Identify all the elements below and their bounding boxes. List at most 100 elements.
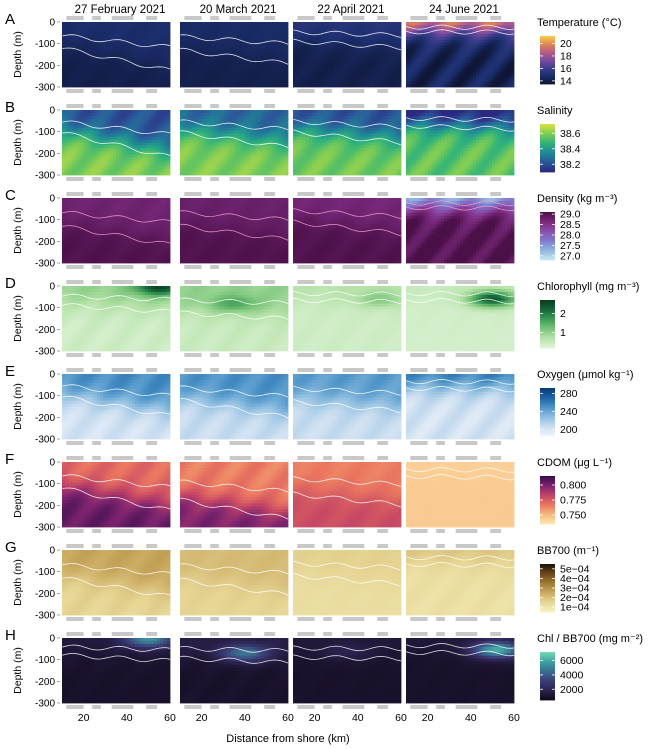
legend-color-step xyxy=(540,72,555,74)
heatmap-cell xyxy=(463,33,467,38)
heatmap-cell xyxy=(501,66,505,70)
heatmap-cell xyxy=(138,39,142,44)
heatmap-cell xyxy=(281,172,286,176)
heatmap-cell xyxy=(299,63,303,67)
heatmap-cell xyxy=(122,166,126,170)
heatmap-cell xyxy=(369,51,373,55)
heatmap-cell xyxy=(154,66,158,70)
heatmap-cell xyxy=(253,151,257,155)
heatmap-cell xyxy=(334,42,338,47)
heatmap-cell xyxy=(275,151,279,155)
heatmap-cell xyxy=(479,60,483,64)
heatmap-cell xyxy=(122,127,126,132)
heatmap-cell xyxy=(321,33,326,38)
heatmap-cell xyxy=(259,151,263,155)
heatmap-cell xyxy=(331,160,335,164)
heatmap-cell xyxy=(135,142,139,146)
heatmap-cell xyxy=(397,24,402,29)
heatmap-cell xyxy=(501,48,505,52)
heatmap-cell xyxy=(256,57,260,61)
heatmap-cell xyxy=(421,48,426,52)
heatmap-cell xyxy=(224,139,229,143)
heatmap-cell xyxy=(315,30,319,35)
heatmap-cell xyxy=(71,78,76,82)
heatmap-cell xyxy=(109,33,114,38)
heatmap-cell xyxy=(434,72,439,76)
heatmap-cell xyxy=(305,124,310,129)
heatmap-cell xyxy=(234,166,238,170)
heatmap-cell xyxy=(275,39,279,44)
heatmap-cell xyxy=(296,163,300,167)
heatmap-cell xyxy=(305,36,310,41)
heatmap-cell xyxy=(359,22,364,26)
heatmap-cell xyxy=(305,30,310,35)
heatmap-cell xyxy=(199,33,203,38)
heatmap-cell xyxy=(343,63,348,67)
heatmap-cell xyxy=(472,45,477,49)
heatmap-cell xyxy=(331,142,335,146)
heatmap-cell xyxy=(347,69,351,73)
heatmap-cell xyxy=(150,60,155,64)
heatmap-cell xyxy=(87,112,91,117)
heatmap-cell xyxy=(315,75,319,79)
heatmap-cell xyxy=(431,72,435,76)
heatmap-cell xyxy=(415,33,420,38)
heatmap-cell xyxy=(334,157,338,161)
heatmap-cell xyxy=(208,142,213,146)
heatmap-cell xyxy=(186,42,190,47)
heatmap-cell xyxy=(112,60,117,64)
heatmap-cell xyxy=(84,39,88,44)
heatmap-cell xyxy=(268,24,273,29)
heatmap-cell xyxy=(62,115,66,120)
heatmap-cell xyxy=(87,22,91,26)
heatmap-cell xyxy=(488,72,493,76)
heatmap-cell xyxy=(87,66,91,70)
heatmap-cell xyxy=(90,27,95,32)
heatmap-cell xyxy=(125,160,130,164)
heatmap-cell xyxy=(90,81,95,85)
heatmap-cell xyxy=(397,27,402,32)
heatmap-cell xyxy=(166,27,171,32)
heatmap-cell xyxy=(437,81,442,85)
heatmap-cell xyxy=(125,139,130,143)
heatmap-cell xyxy=(312,60,316,64)
heatmap-cell xyxy=(327,115,332,120)
heatmap-cell xyxy=(141,42,145,47)
heatmap-cell xyxy=(249,121,254,126)
heatmap-cell xyxy=(195,69,200,73)
heatmap-cell xyxy=(192,166,197,170)
heatmap-cell xyxy=(324,142,329,146)
heatmap-cell xyxy=(166,51,171,55)
heatmap-cell xyxy=(444,78,448,82)
heatmap-cell xyxy=(150,63,155,67)
heatmap-cell xyxy=(284,22,289,26)
heatmap-cell xyxy=(312,121,316,126)
heatmap-cell xyxy=(456,36,461,41)
heatmap-cell xyxy=(412,39,416,44)
section-panel xyxy=(179,104,289,181)
heatmap-cell xyxy=(385,69,389,73)
heatmap-cell xyxy=(246,24,251,29)
heatmap-cell xyxy=(331,130,335,135)
heatmap-cell xyxy=(337,60,342,64)
heatmap-cell xyxy=(214,72,219,76)
heatmap-cell xyxy=(256,163,260,167)
heatmap-cell xyxy=(275,130,279,135)
heatmap-cell xyxy=(237,66,241,70)
heatmap-cell xyxy=(103,63,107,67)
heatmap-cell xyxy=(230,127,235,132)
heatmap-cell xyxy=(447,78,451,82)
heatmap-cell xyxy=(112,121,117,126)
heatmap-cell xyxy=(125,112,130,117)
heatmap-cell xyxy=(208,115,213,120)
heatmap-cell xyxy=(125,118,130,123)
heatmap-cell xyxy=(150,78,155,82)
heatmap-cell xyxy=(409,45,413,49)
heatmap-cell xyxy=(208,121,213,126)
heatmap-cell xyxy=(109,139,114,143)
heatmap-cell xyxy=(415,24,420,29)
heatmap-cell xyxy=(281,124,286,129)
heatmap-cell xyxy=(249,57,254,61)
heatmap-cell xyxy=(388,22,392,26)
heatmap-cell xyxy=(501,75,505,79)
